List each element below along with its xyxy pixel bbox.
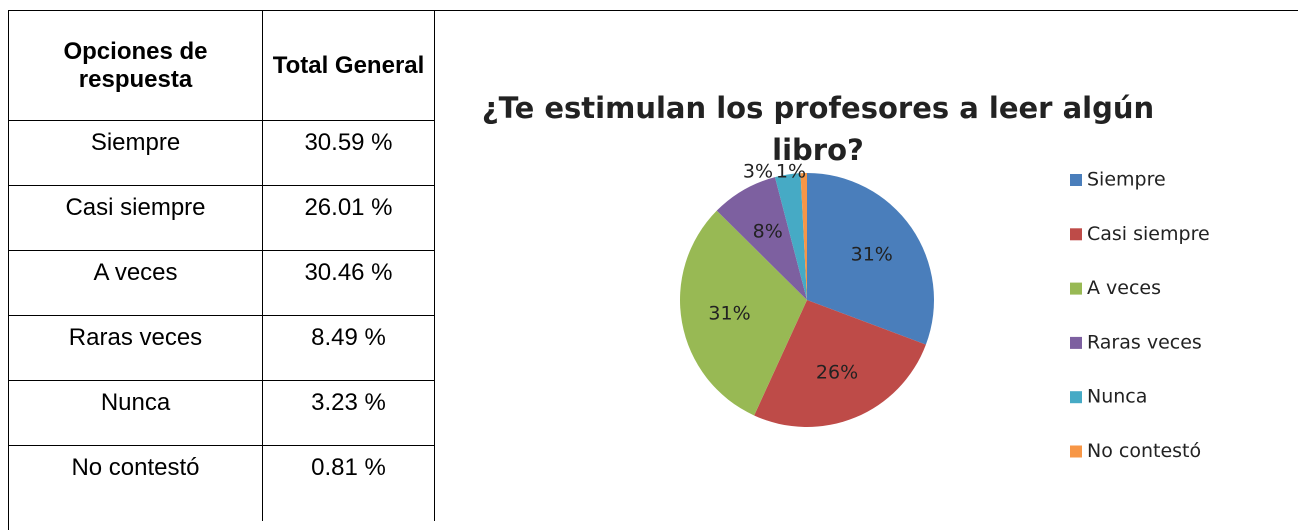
cell: 8.49 %: [262, 315, 435, 381]
cell: 26.01 %: [262, 185, 435, 251]
chart: ¿Te estimulan los profesores a leer algú…: [482, 91, 1210, 462]
data-label: 8%: [753, 220, 783, 242]
data-label: 31%: [851, 244, 893, 266]
pie-slice: [774, 173, 807, 300]
cell: 30.59 %: [262, 120, 435, 186]
legend-label: Nunca: [1087, 386, 1147, 408]
pie-slice: [754, 300, 926, 427]
cell: A veces: [8, 250, 263, 316]
pie-slice: [679, 210, 807, 416]
row: Siempre 30.59 %: [8, 120, 435, 186]
legend-swatch: [1070, 336, 1082, 349]
cell: Nunca: [8, 380, 263, 446]
cell: Casi siempre: [8, 185, 263, 251]
data-label: 1%: [776, 161, 806, 183]
table: Opciones de respuesta Total General Siem…: [8, 10, 435, 521]
data-label: 3%: [743, 161, 773, 183]
legend-swatch: [1070, 228, 1082, 241]
cell: Siempre: [8, 120, 263, 186]
row: Raras veces 8.49 %: [8, 315, 435, 381]
data-label: 31%: [708, 303, 750, 325]
legend-swatch: [1070, 391, 1082, 404]
pie-slice: [807, 173, 935, 345]
row: Nunca 3.23 %: [8, 380, 435, 446]
legend-label: Casi siempre: [1087, 223, 1210, 245]
legend-swatch: [1070, 174, 1082, 186]
header-cell: Total General: [262, 10, 435, 121]
legend-label: Raras veces: [1087, 331, 1202, 353]
legend-label: No contestó: [1087, 440, 1201, 462]
data-label: 26%: [816, 361, 858, 383]
chart-title: ¿Te estimulan los profesores a leer algú…: [482, 91, 1154, 167]
row: Casi siempre 26.01 %: [8, 185, 435, 251]
cell: 0.81 %: [262, 445, 435, 521]
pie-slice: [716, 177, 807, 300]
cell: Raras veces: [8, 315, 263, 381]
pie-slice: [800, 173, 807, 300]
row: No contestó 0.81 %: [8, 445, 435, 521]
legend-swatch: [1070, 445, 1082, 458]
header-cell: Opciones de respuesta: [8, 10, 263, 121]
page: Opciones de respuesta Total General Siem…: [8, 10, 1298, 530]
row: A veces 30.46 %: [8, 250, 435, 316]
cell: 30.46 %: [262, 250, 435, 316]
legend-label: A veces: [1087, 277, 1161, 299]
cell: No contestó: [8, 445, 263, 521]
legend-label: Siempre: [1087, 169, 1166, 191]
legend-swatch: [1070, 282, 1082, 295]
cell: 3.23 %: [262, 380, 435, 446]
